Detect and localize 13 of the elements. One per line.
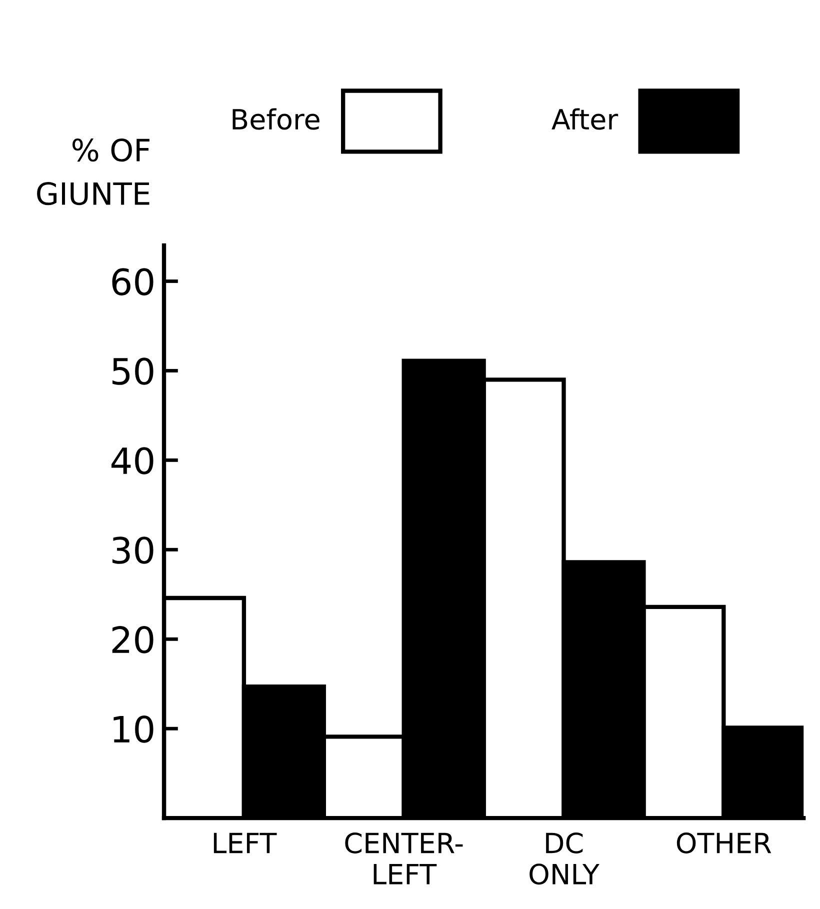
x-tick-label: CENTER- LEFT — [345, 832, 463, 884]
y-tick-label: 10 — [114, 716, 154, 743]
y-tick-label: 40 — [111, 447, 154, 474]
y-tick-label: 60 — [112, 268, 154, 296]
y-tick-label: 30 — [112, 536, 154, 564]
x-tick-label: OTHER — [676, 832, 772, 854]
y-tick-label: 20 — [112, 626, 154, 654]
legend-label: Before — [232, 108, 320, 130]
x-tick-label: LEFT — [214, 832, 277, 854]
y-axis-title: % OF GIUNTE — [37, 138, 150, 206]
legend-label: After — [552, 108, 618, 130]
x-tick-label: DC ONLY — [530, 832, 600, 885]
y-tick-label: 50 — [112, 358, 154, 385]
